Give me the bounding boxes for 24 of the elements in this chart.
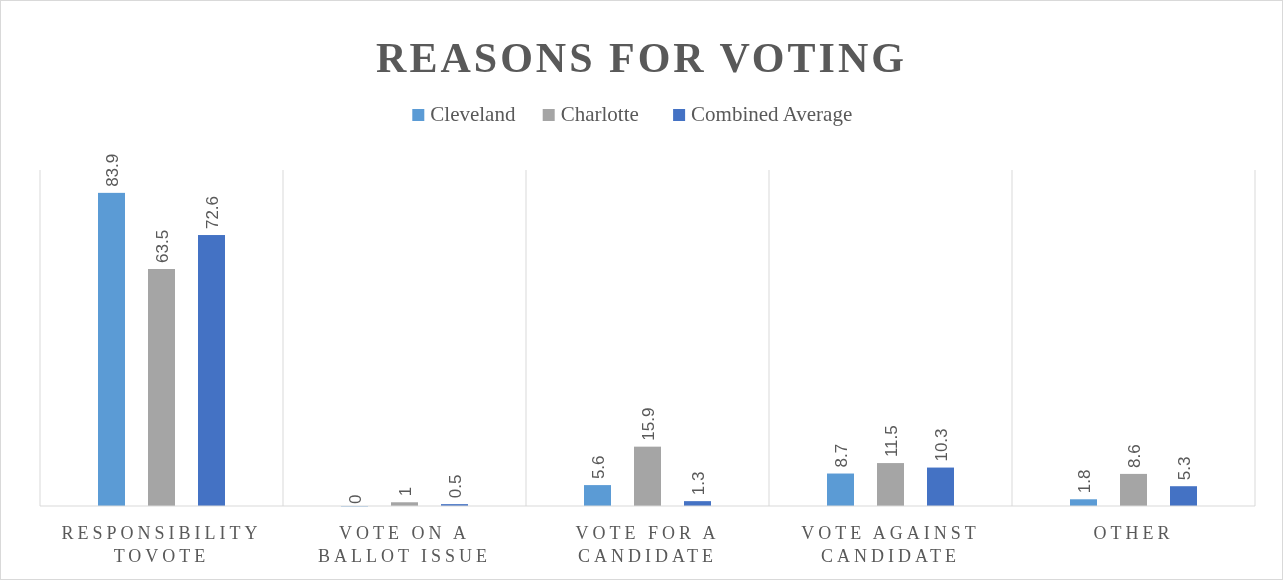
data-label: 8.6 (1124, 444, 1144, 468)
data-label: 0.5 (445, 474, 465, 499)
data-label: 5.3 (1174, 456, 1194, 481)
data-label: 1.3 (688, 471, 708, 496)
data-label: 0 (345, 494, 365, 504)
chart-title: REASONS FOR VOTING (376, 35, 907, 81)
x-tick-label: VOTE FOR A CANDIDATE (575, 523, 720, 566)
legend-label: Charlotte (560, 102, 639, 126)
data-label: 72.6 (202, 195, 222, 230)
data-label: 1 (395, 486, 415, 497)
data-label: 15.9 (638, 407, 658, 441)
legend-label: Cleveland (430, 102, 516, 126)
x-tick-label: VOTE AGAINST CANDIDATE (801, 523, 980, 566)
data-label: 11.5 (881, 425, 901, 458)
x-tick-label: VOTE ON A BALLOT ISSUE (317, 523, 492, 566)
data-label: 10.3 (931, 428, 951, 462)
data-label: 5.6 (588, 455, 608, 480)
data-label: 1.8 (1074, 469, 1094, 494)
legend-label: Combined Average (691, 102, 853, 126)
data-label: 8.7 (831, 443, 851, 468)
data-label: 83.9 (102, 153, 122, 187)
data-label: 63.5 (152, 229, 172, 263)
x-tick-label: RESPONSIBILITY TOVOTE (61, 523, 262, 566)
x-tick-label: OTHER (1093, 523, 1174, 543)
